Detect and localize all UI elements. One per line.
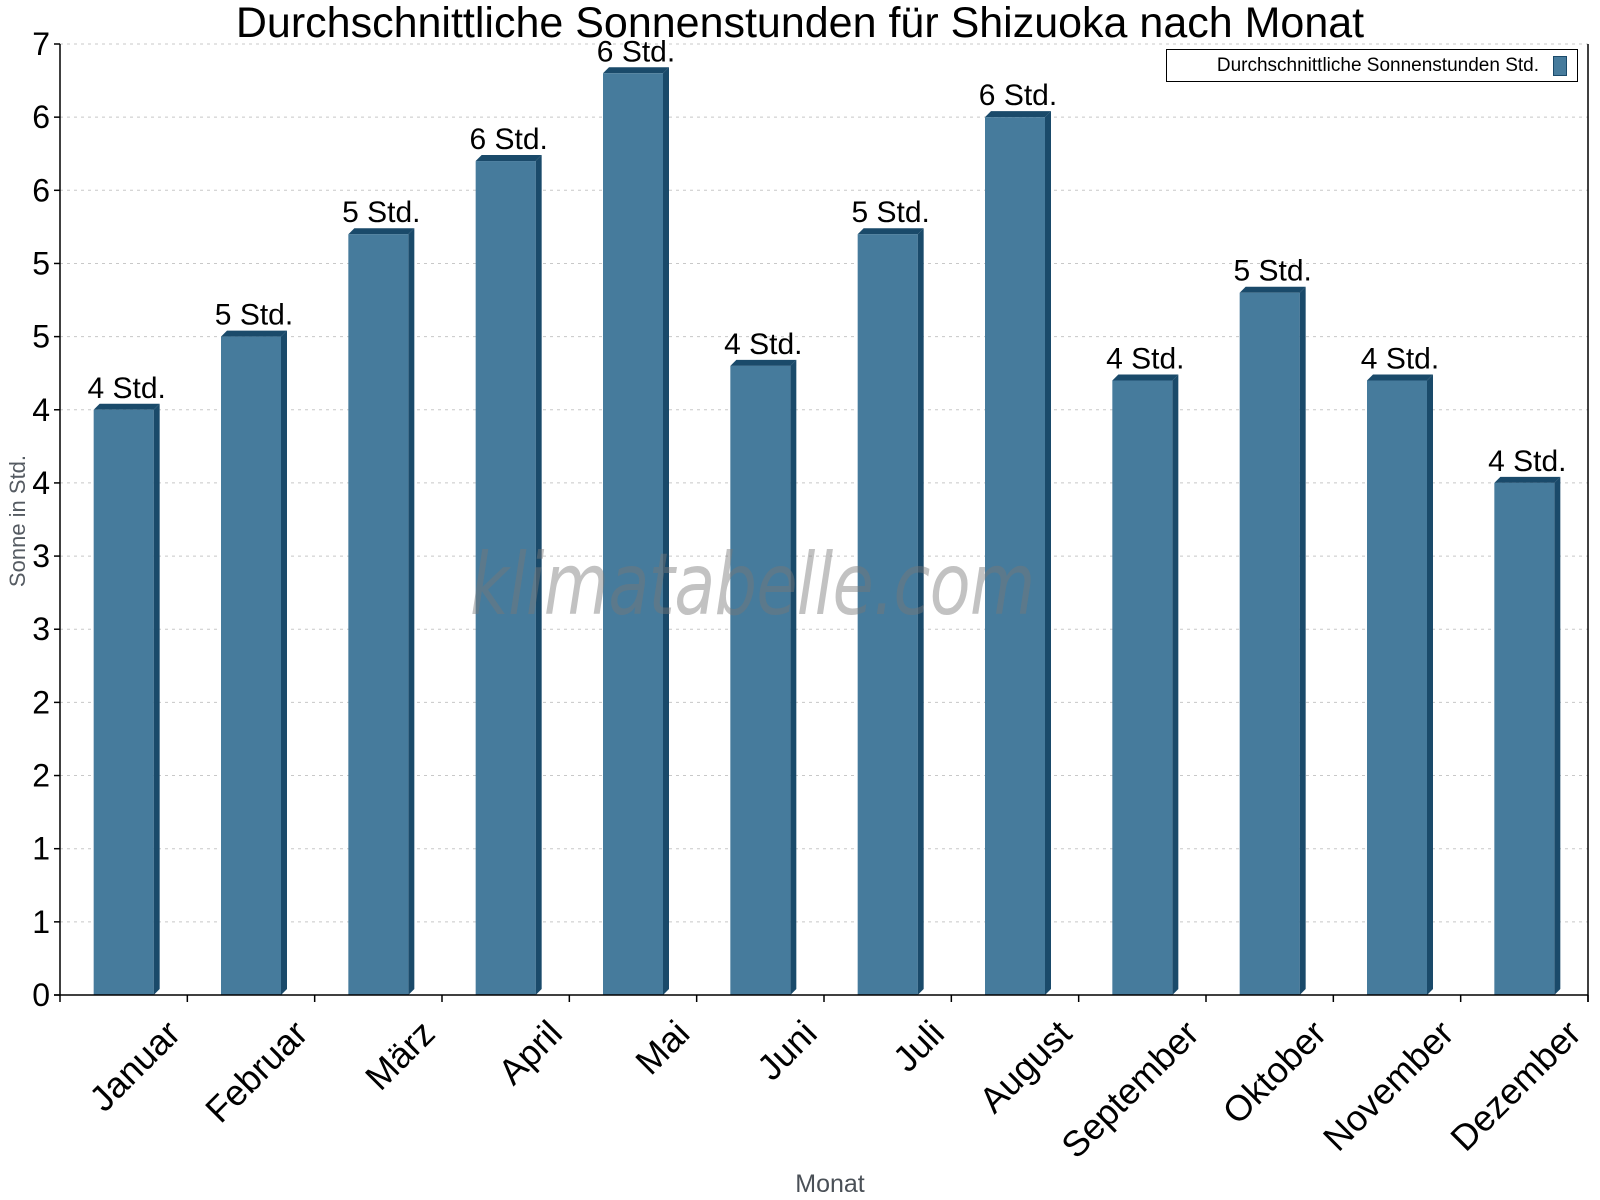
y-tick-label: 6 bbox=[32, 172, 50, 208]
data-label: 5 Std. bbox=[215, 299, 293, 332]
legend-swatch-icon bbox=[1553, 55, 1567, 76]
data-label: 4 Std. bbox=[1488, 445, 1566, 478]
x-tick-label: Dezember bbox=[1442, 1012, 1588, 1158]
y-tick-label: 4 bbox=[32, 465, 50, 501]
y-tick-label: 7 bbox=[32, 26, 50, 62]
y-tick-label: 0 bbox=[32, 977, 50, 1013]
x-tick-label: August bbox=[971, 1012, 1079, 1120]
x-axis-title: Monat bbox=[795, 1170, 865, 1198]
y-tick-label: 5 bbox=[32, 245, 50, 281]
y-tick-label: 6 bbox=[32, 99, 50, 135]
legend-label: Durchschnittliche Sonnenstunden Std. bbox=[1216, 54, 1539, 76]
data-label: 4 Std. bbox=[87, 372, 165, 405]
x-tick-label: November bbox=[1315, 1012, 1461, 1158]
data-label: 6 Std. bbox=[469, 123, 547, 156]
data-label: 5 Std. bbox=[342, 196, 420, 229]
bar bbox=[1112, 374, 1179, 995]
bar bbox=[857, 228, 924, 995]
x-tick-label: Januar bbox=[81, 1012, 188, 1119]
x-tick-label: Februar bbox=[197, 1012, 315, 1130]
data-label: 6 Std. bbox=[597, 35, 675, 68]
bar bbox=[475, 155, 542, 996]
bar bbox=[603, 67, 669, 995]
data-label: 5 Std. bbox=[851, 196, 929, 229]
bar bbox=[348, 228, 415, 995]
x-tick-label: Juli bbox=[885, 1012, 952, 1079]
y-tick-label: 1 bbox=[32, 904, 50, 940]
data-label: 4 Std. bbox=[1361, 343, 1439, 376]
data-label: 5 Std. bbox=[1233, 255, 1311, 288]
bar bbox=[730, 359, 797, 995]
x-tick-label: Juni bbox=[749, 1012, 825, 1088]
y-tick-label: 2 bbox=[32, 758, 50, 794]
y-tick-label: 3 bbox=[32, 538, 50, 574]
bar bbox=[221, 330, 287, 996]
chart-title: Durchschnittliche Sonnenstunden für Shiz… bbox=[235, 0, 1365, 47]
x-tick-label: Oktober bbox=[1214, 1012, 1334, 1132]
bar bbox=[1239, 286, 1306, 995]
bar bbox=[1494, 476, 1561, 995]
y-tick-label: 5 bbox=[32, 319, 50, 355]
y-tick-label: 3 bbox=[32, 611, 50, 647]
data-label: 4 Std. bbox=[1106, 343, 1184, 376]
x-tick-label: Mai bbox=[627, 1012, 697, 1082]
y-tick-label: 1 bbox=[32, 831, 50, 867]
legend: Durchschnittliche Sonnenstunden Std. bbox=[1166, 49, 1578, 82]
bar bbox=[93, 403, 160, 995]
x-tick-label: September bbox=[1053, 1012, 1207, 1166]
y-axis-title: Sonne in Std. bbox=[5, 454, 30, 588]
y-tick-label: 2 bbox=[32, 684, 50, 720]
data-label: 4 Std. bbox=[724, 328, 802, 361]
bar bbox=[985, 111, 1051, 995]
data-label: 6 Std. bbox=[979, 79, 1057, 112]
y-tick-label: 4 bbox=[32, 392, 50, 428]
x-tick-label: März bbox=[357, 1012, 443, 1098]
bar bbox=[1367, 374, 1433, 995]
x-tick-label: April bbox=[490, 1012, 570, 1092]
